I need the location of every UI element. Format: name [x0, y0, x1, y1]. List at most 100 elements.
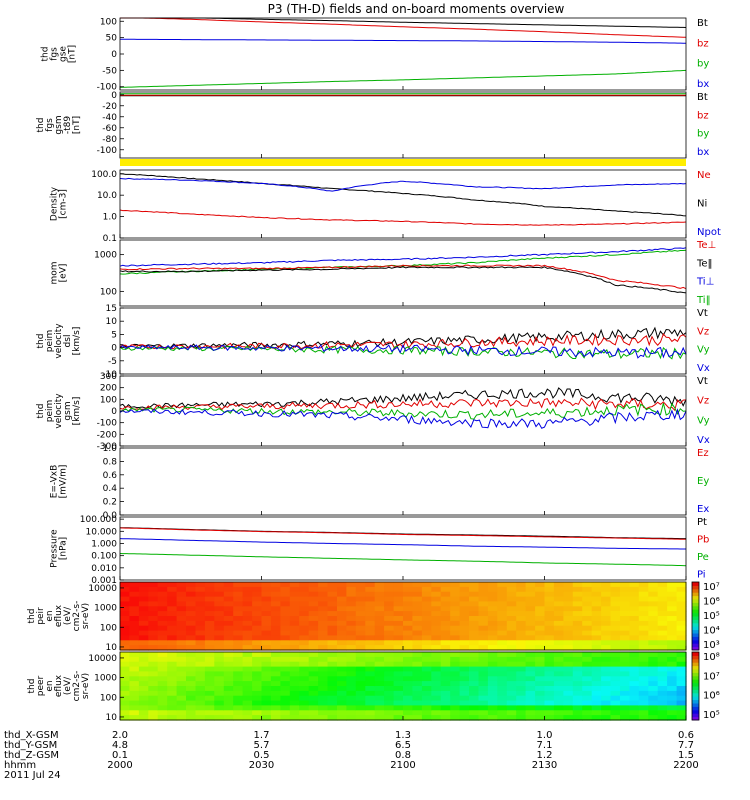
- heatmap-cell: [450, 625, 461, 632]
- heatmap-cell: [525, 640, 536, 646]
- y-tick-label: 100.0: [91, 170, 117, 180]
- heatmap-cell: [242, 700, 253, 707]
- heatmap-cell: [270, 596, 281, 603]
- orbit-row-value: 7.1: [537, 740, 553, 751]
- heatmap-cell: [384, 710, 395, 716]
- heatmap-cell: [591, 582, 602, 588]
- heatmap-cell: [129, 695, 140, 702]
- heatmap-cell: [129, 640, 140, 646]
- heatmap-cell: [186, 661, 196, 668]
- heatmap-cell: [459, 705, 470, 711]
- heatmap-cell: [365, 582, 376, 588]
- heatmap-cell: [299, 625, 310, 632]
- heatmap-cell: [384, 671, 395, 677]
- heatmap-cell: [638, 710, 649, 716]
- heatmap-cell: [582, 656, 593, 663]
- heatmap-cell: [620, 625, 630, 632]
- heatmap-cell: [120, 616, 130, 622]
- heatmap-cell: [412, 700, 423, 707]
- heatmap-cell: [591, 686, 602, 692]
- heatmap-cell: [355, 625, 366, 632]
- heatmap-cell: [667, 676, 678, 682]
- series-line-Vx: [119, 343, 687, 359]
- y-tick-label: 50: [106, 34, 118, 44]
- heatmap-cell: [582, 645, 593, 651]
- heatmap-cell: [469, 630, 479, 637]
- heatmap-cell: [553, 705, 564, 711]
- heatmap-cell: [412, 695, 423, 702]
- heatmap-cell: [374, 700, 385, 707]
- heatmap-cell: [176, 625, 187, 632]
- heatmap-cell: [459, 666, 470, 673]
- heatmap-cell: [572, 656, 583, 663]
- panel-peim-dsl: 151050-5-10thdpeimvelocitydsl[km/s]VtVzV…: [36, 304, 710, 380]
- heatmap-cell: [186, 652, 196, 658]
- heatmap-cell: [525, 681, 536, 687]
- heatmap-cell: [138, 705, 149, 711]
- heatmap-cell: [648, 715, 659, 721]
- heatmap-cell: [365, 601, 376, 607]
- heatmap-cell: [176, 645, 187, 651]
- heatmap-cell: [516, 596, 527, 603]
- heatmap-cell: [563, 640, 574, 646]
- heatmap-cell: [176, 656, 187, 663]
- heatmap-cell: [478, 695, 489, 702]
- heatmap-cell: [214, 596, 225, 603]
- heatmap-cell: [535, 715, 546, 721]
- heatmap-cell: [497, 710, 508, 716]
- heatmap-cell: [318, 582, 329, 588]
- heatmap-cell: [620, 690, 630, 697]
- heatmap-cell: [469, 601, 479, 607]
- heatmap-cell: [553, 640, 564, 646]
- heatmap-cell: [384, 661, 395, 668]
- heatmap-cell: [289, 640, 300, 646]
- heatmap-cell: [195, 661, 206, 668]
- series-line-Vt: [120, 326, 687, 349]
- heatmap-cell: [148, 625, 159, 632]
- heatmap-cell: [176, 686, 187, 692]
- heatmap-cell: [657, 616, 668, 622]
- heatmap-cell: [582, 666, 593, 673]
- heatmap-cell: [638, 652, 649, 658]
- legend-label-bz: bz: [697, 38, 709, 49]
- colorbar-cell: [692, 655, 699, 660]
- heatmap-cell: [346, 715, 357, 721]
- heatmap-cell: [421, 656, 432, 663]
- heatmap-cell: [374, 606, 385, 612]
- heatmap-cell: [384, 640, 395, 646]
- legend-label-Ex: Ex: [697, 504, 709, 515]
- heatmap-cell: [214, 635, 225, 641]
- heatmap-cell: [337, 695, 347, 702]
- heatmap-cell: [610, 686, 621, 692]
- orbit-row-value: 6.5: [395, 740, 411, 751]
- heatmap-cell: [667, 630, 678, 637]
- heatmap-cell: [478, 606, 489, 612]
- heatmap-cell: [667, 625, 678, 632]
- heatmap-cell: [667, 690, 678, 697]
- heatmap-cell: [535, 676, 546, 682]
- heatmap-cell: [223, 661, 234, 668]
- heatmap-cell: [676, 676, 687, 682]
- heatmap-cell: [610, 666, 621, 673]
- heatmap-cell: [204, 690, 215, 697]
- heatmap-cell: [469, 710, 479, 716]
- heatmap-cell: [157, 640, 168, 646]
- heatmap-cell: [544, 710, 555, 716]
- heatmap-cell: [638, 690, 649, 697]
- heatmap-cell: [676, 591, 687, 598]
- colorbar-cell: [692, 672, 699, 677]
- series-line-Vx: [119, 408, 687, 429]
- heatmap-cell: [252, 601, 263, 607]
- y-tick-label: 0: [111, 91, 117, 101]
- heatmap-cell: [487, 671, 498, 677]
- heatmap-cell: [289, 715, 300, 721]
- heatmap-cell: [676, 700, 687, 707]
- heatmap-cell: [346, 635, 357, 641]
- heatmap-cell: [318, 596, 329, 603]
- heatmap-cell: [525, 611, 536, 617]
- heatmap-cell: [355, 616, 366, 622]
- heatmap-cell: [299, 601, 310, 607]
- colorbar-cell: [692, 696, 699, 701]
